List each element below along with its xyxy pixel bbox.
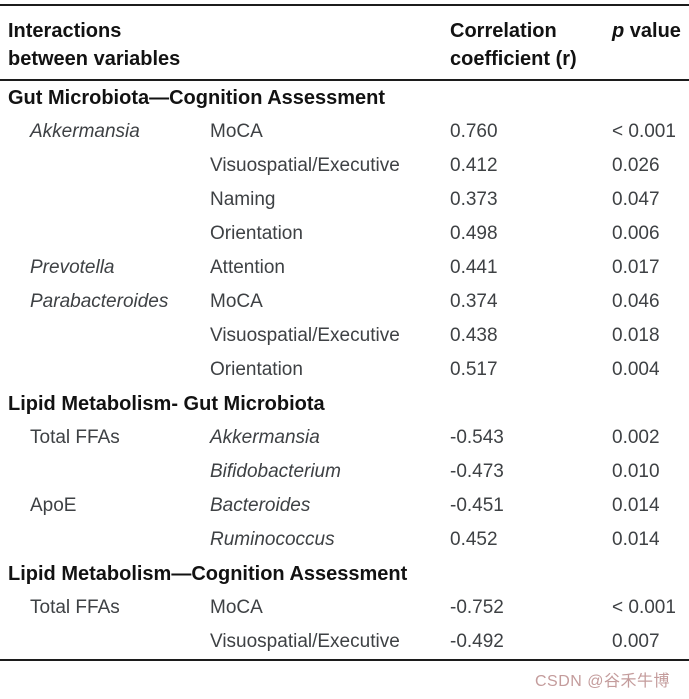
p-value: 0.017: [612, 257, 660, 278]
header-correlation: Correlation coefficient (r): [450, 17, 612, 79]
variable-1: [30, 523, 210, 557]
correlation-value: 0.438: [450, 325, 498, 346]
table-row: ApoE Bacteroides -0.451 0.014: [0, 489, 689, 523]
top-rule: [0, 4, 689, 6]
variable-2: Visuospatial/Executive: [210, 325, 400, 346]
section-title-lipid-gut: Lipid Metabolism- Gut Microbiota: [8, 393, 325, 415]
correlation-value: -0.752: [450, 597, 504, 618]
variable-2: Attention: [210, 257, 285, 278]
variable-2: Orientation: [210, 359, 303, 380]
header-p-value: p value: [612, 17, 689, 79]
variable-2: MoCA: [210, 121, 263, 142]
variable-2: Bifidobacterium: [210, 461, 341, 482]
watermark: CSDN @谷禾牛博: [534, 673, 670, 690]
variable-1: [30, 149, 210, 183]
variable-2: Bacteroides: [210, 495, 311, 516]
p-value: 0.006: [612, 223, 660, 244]
header-p-word: value: [629, 20, 681, 42]
table-row: Ruminococcus 0.452 0.014: [0, 523, 689, 557]
variable-1: ApoE: [30, 495, 77, 516]
p-value: 0.014: [612, 495, 660, 516]
header-rule: [0, 79, 689, 81]
table-row: Total FFAs MoCA -0.752 < 0.001: [0, 591, 689, 625]
correlation-value: 0.412: [450, 155, 498, 176]
correlation-value: 0.374: [450, 291, 498, 312]
header-interactions-line1: Interactions: [8, 20, 122, 42]
correlation-value: 0.373: [450, 189, 498, 210]
p-value: 0.010: [612, 461, 660, 482]
variable-1: Akkermansia: [30, 121, 140, 142]
header-p-symbol: p: [612, 20, 625, 42]
variable-1: [30, 625, 210, 659]
table-row: Visuospatial/Executive 0.438 0.018: [0, 319, 689, 353]
table-row: Bifidobacterium -0.473 0.010: [0, 455, 689, 489]
variable-2: Naming: [210, 189, 276, 210]
correlation-value: 0.441: [450, 257, 498, 278]
variable-1: [30, 353, 210, 387]
variable-2: Visuospatial/Executive: [210, 631, 400, 652]
table-row: Parabacteroides MoCA 0.374 0.046: [0, 285, 689, 319]
p-value: 0.002: [612, 427, 660, 448]
table-row: Naming 0.373 0.047: [0, 183, 689, 217]
p-value: 0.047: [612, 189, 660, 210]
variable-1: Total FFAs: [30, 427, 120, 448]
correlation-value: 0.517: [450, 359, 498, 380]
bottom-rule: [0, 659, 689, 661]
table-row: Visuospatial/Executive 0.412 0.026: [0, 149, 689, 183]
p-value: 0.018: [612, 325, 660, 346]
section-title-gut-cognition: Gut Microbiota—Cognition Assessment: [8, 87, 386, 109]
correlation-value: -0.543: [450, 427, 504, 448]
p-value: 0.014: [612, 529, 660, 550]
variable-2: Visuospatial/Executive: [210, 155, 400, 176]
header-correlation-line1: Correlation: [450, 20, 557, 42]
p-value: 0.004: [612, 359, 660, 380]
variable-1: Parabacteroides: [30, 291, 169, 312]
table-row: Orientation 0.517 0.004: [0, 353, 689, 387]
p-value: < 0.001: [612, 121, 676, 142]
correlation-value: -0.473: [450, 461, 504, 482]
variable-2: MoCA: [210, 291, 263, 312]
variable-1: Prevotella: [30, 257, 115, 278]
table-row: Total FFAs Akkermansia -0.543 0.002: [0, 421, 689, 455]
variable-1: [30, 319, 210, 353]
variable-2: Orientation: [210, 223, 303, 244]
header-interactions-line2: between variables: [8, 48, 181, 70]
p-value: 0.026: [612, 155, 660, 176]
p-value: 0.007: [612, 631, 660, 652]
variable-1: [30, 217, 210, 251]
header-correlation-line2: coefficient (r): [450, 48, 577, 70]
correlation-value: 0.498: [450, 223, 498, 244]
correlation-value: -0.492: [450, 631, 504, 652]
p-value: < 0.001: [612, 597, 676, 618]
p-value: 0.046: [612, 291, 660, 312]
table-row: Visuospatial/Executive -0.492 0.007: [0, 625, 689, 659]
table-row: Orientation 0.498 0.006: [0, 217, 689, 251]
variable-1: [30, 183, 210, 217]
variable-1: Total FFAs: [30, 597, 120, 618]
table-row: Akkermansia MoCA 0.760 < 0.001: [0, 115, 689, 149]
correlation-value: -0.451: [450, 495, 504, 516]
variable-2: MoCA: [210, 597, 263, 618]
correlation-value: 0.452: [450, 529, 498, 550]
table-row: Prevotella Attention 0.441 0.017: [0, 251, 689, 285]
table-header: Interactions between variables Correlati…: [0, 6, 689, 79]
variable-2: Akkermansia: [210, 427, 320, 448]
header-interactions: Interactions between variables: [8, 17, 450, 79]
correlation-value: 0.760: [450, 121, 498, 142]
section-title-lipid-cognition: Lipid Metabolism—Cognition Assessment: [8, 563, 408, 585]
variable-1: [30, 455, 210, 489]
variable-2: Ruminococcus: [210, 529, 335, 550]
